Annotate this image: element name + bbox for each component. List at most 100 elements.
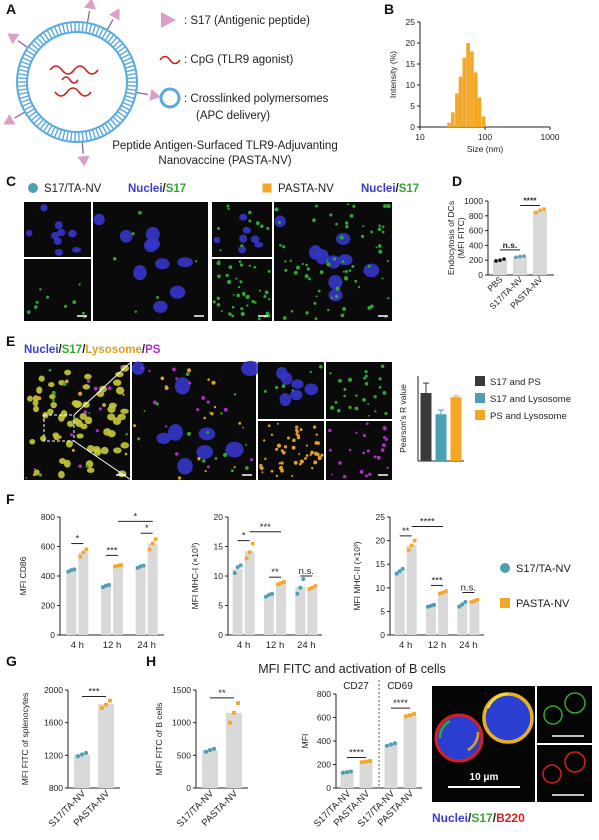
significance-label: *** (260, 522, 271, 533)
stain-part: / (59, 344, 63, 356)
signal-speck (125, 433, 128, 436)
signal-speck (364, 381, 369, 386)
data-point (406, 548, 411, 552)
data-point (432, 602, 436, 607)
signal-speck (266, 226, 270, 231)
legend-text: (APC delivery) (196, 110, 270, 122)
x-tick-label: 24 h (459, 640, 478, 651)
y-tick-label: 10 (214, 571, 224, 581)
bar (438, 592, 448, 635)
bar (101, 585, 111, 635)
signal-speck (305, 311, 309, 315)
lipid-tail (104, 31, 112, 41)
zoom-box (43, 414, 75, 442)
signal-speck (373, 455, 377, 459)
lipid-tail (126, 77, 137, 80)
significance-label: *** (106, 545, 117, 556)
lipid-tail (42, 123, 50, 133)
signal-speck (33, 305, 38, 309)
x-tick-label: 24 h (297, 640, 316, 651)
nucleus (119, 229, 133, 243)
y-tick-label: 10 (406, 80, 416, 90)
cell-outline-red (564, 751, 586, 773)
lipid-tail (61, 130, 66, 141)
signal-speck (299, 428, 303, 432)
cpg-squiggle (54, 87, 92, 97)
signal-speck (98, 407, 102, 411)
nucleus (27, 395, 33, 402)
signal-speck (206, 400, 210, 404)
data-point (119, 563, 123, 567)
data-point (232, 710, 236, 715)
signal-speck (328, 428, 332, 433)
data-point (360, 760, 364, 765)
data-point (518, 254, 522, 259)
bar (113, 565, 123, 635)
signal-speck (292, 438, 296, 443)
data-point (460, 602, 465, 607)
lipid-tail (117, 46, 126, 54)
lipid-tail (17, 77, 28, 80)
lipid-tail (39, 120, 47, 130)
micrograph-c4 (212, 202, 272, 257)
signal-speck (225, 273, 229, 277)
stain-part: / (468, 811, 472, 825)
y-axis-label: MFI MHC-II (×10³) (352, 541, 362, 610)
signal-speck (375, 246, 378, 249)
bar (406, 545, 417, 635)
data-point (107, 582, 111, 587)
cell-membrane-signal (486, 692, 509, 709)
signal-speck (314, 317, 318, 321)
lipid-tail (101, 124, 108, 135)
nucleus (84, 416, 93, 425)
signal-speck (279, 243, 282, 247)
micrograph-c1 (24, 202, 91, 257)
lipid-tail (21, 56, 32, 63)
signal-speck (78, 464, 83, 469)
lipid-tail (91, 129, 97, 140)
nucleus (145, 226, 160, 242)
signal-speck (257, 317, 261, 321)
signal-speck (120, 365, 123, 368)
nucleus (238, 245, 247, 254)
lipid-tail (107, 34, 115, 44)
signal-speck (250, 458, 254, 462)
data-point (388, 742, 394, 747)
nucleus (107, 413, 116, 421)
lipid-tail (107, 120, 115, 130)
bar (147, 543, 158, 635)
y-tick-label: 800 (469, 211, 483, 221)
bar (66, 570, 77, 635)
bar (394, 571, 405, 635)
signal-speck (304, 457, 307, 460)
signal-speck (376, 455, 381, 460)
signal-speck (291, 389, 295, 392)
signal-speck (174, 452, 179, 456)
data-point (244, 556, 249, 561)
lipid-tail (120, 104, 131, 111)
signal-speck (338, 461, 342, 465)
signal-speck (242, 426, 245, 429)
nucleus (242, 226, 251, 234)
signal-speck (81, 311, 85, 315)
signal-speck (348, 448, 352, 452)
signal-speck (387, 297, 390, 300)
nucleus (86, 467, 95, 473)
signal-speck (258, 289, 261, 292)
signal-speck (378, 249, 383, 254)
signal-speck (219, 249, 222, 252)
y-tick-label: 20 (406, 38, 416, 48)
lipid-tail (104, 123, 112, 133)
lipid-tail (125, 68, 136, 73)
nucleus (68, 229, 77, 238)
lipid-tail (101, 29, 108, 40)
bar (226, 712, 242, 788)
signal-speck (102, 403, 106, 407)
signal-speck (37, 396, 42, 401)
signal-speck (282, 316, 287, 320)
b-cell (434, 713, 484, 763)
signal-speck (230, 469, 234, 473)
y-tick-label: 600 (317, 713, 331, 723)
lipid-tail (28, 110, 37, 118)
